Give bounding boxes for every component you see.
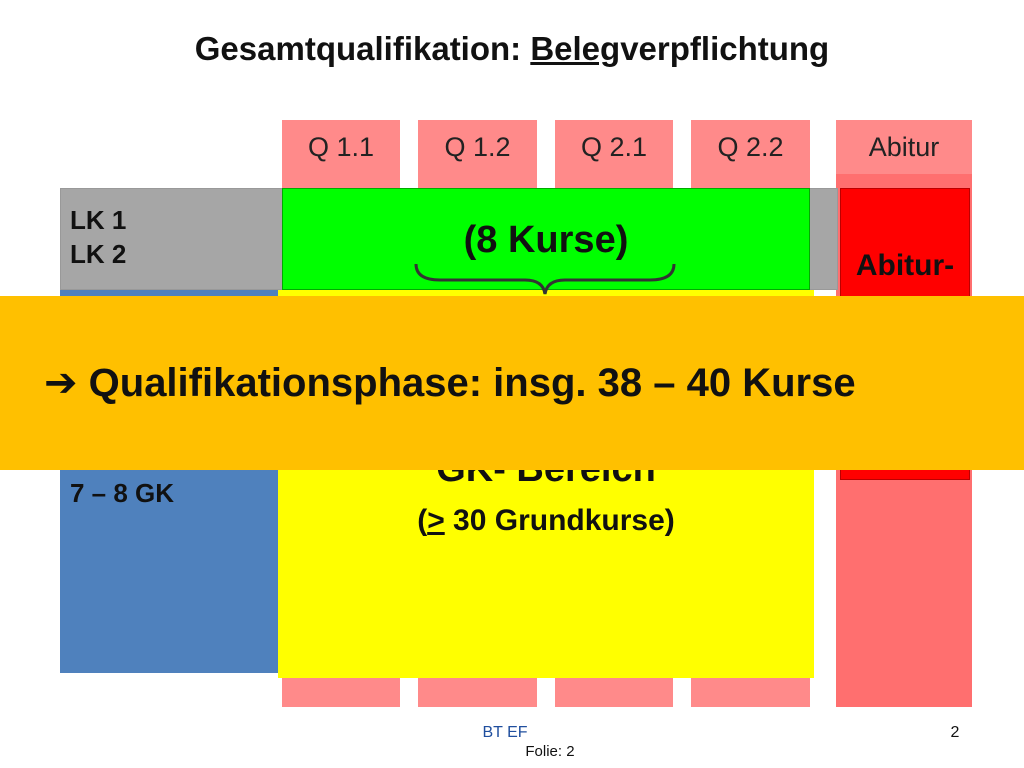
page-number: 2 <box>950 724 960 741</box>
banner-text: ➔ Qualifikationsphase: insg. 38 – 40 Kur… <box>44 360 1024 406</box>
text: ( <box>417 504 428 537</box>
title-underlined: Beleg <box>530 30 621 67</box>
column-header: Q 1.1 <box>307 132 375 162</box>
slide-number: Folie: 2 <box>525 743 575 760</box>
column-header: Abitur <box>836 120 972 174</box>
banner-label: Qualifikationsphase: insg. 38 – 40 Kurse <box>88 361 856 405</box>
footer-center: BT EF <box>482 724 528 741</box>
lk1: LK 1 <box>70 205 127 235</box>
gk-label: 7 – 8 GK <box>70 478 175 508</box>
arrow: ➔ <box>44 360 78 406</box>
column-header: Q 2.2 <box>717 132 784 162</box>
title-text: Gesamtqualifikation: <box>194 30 531 67</box>
column-header: Q 2.1 <box>580 132 648 162</box>
title: Gesamtqualifikation: Belegverpflichtung <box>0 30 1024 68</box>
red-label: Abitur- <box>855 249 955 282</box>
yellow-sub: (> 30 Grundkurse) <box>278 504 814 538</box>
column-header: Q 1.2 <box>444 132 511 162</box>
green-label: (8 Kurse) <box>463 219 629 261</box>
lk-labels: LK 1 LK 2 <box>70 203 126 271</box>
text: 30 Grundkurse) <box>444 504 675 537</box>
brace <box>414 263 676 295</box>
title-text: verpflichtung <box>620 30 830 67</box>
lk2: LK 2 <box>70 239 127 269</box>
green-box: (8 Kurse) <box>282 188 810 290</box>
banner: ➔ Qualifikationsphase: insg. 38 – 40 Kur… <box>0 296 1024 470</box>
text: > <box>427 504 445 537</box>
